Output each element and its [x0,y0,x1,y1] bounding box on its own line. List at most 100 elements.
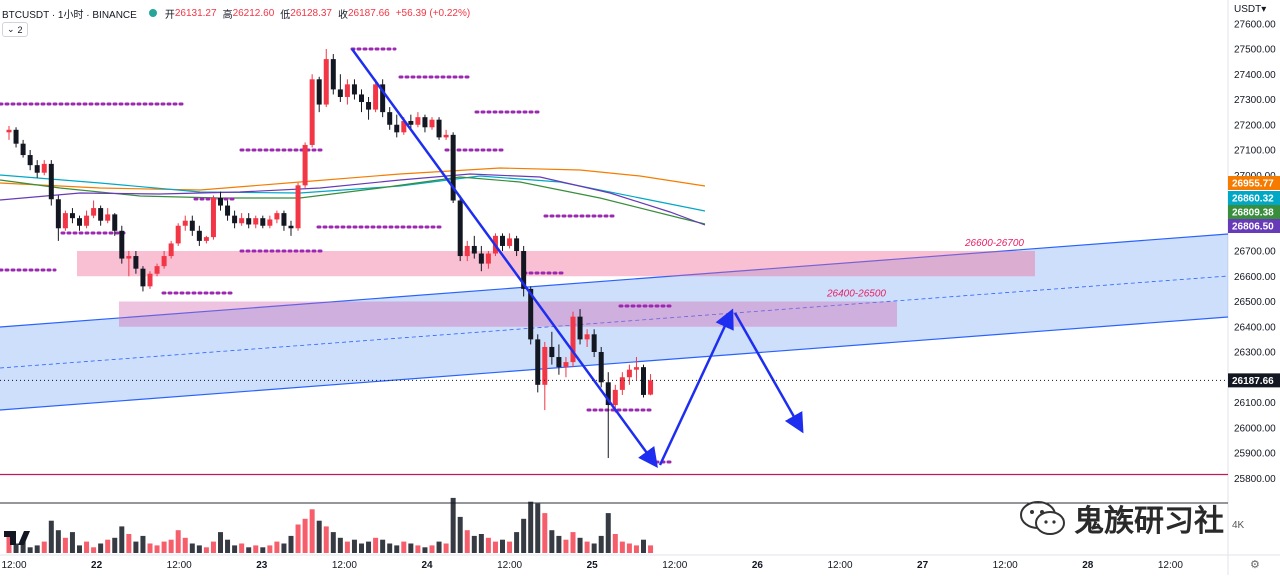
candle-body [478,253,484,264]
candle-body [27,155,33,166]
candle-body [84,215,90,226]
price-tick-label: 27600.00 [1234,19,1276,30]
channel-mid-line [0,275,1229,369]
volume-bar [147,543,153,553]
volume-bar [239,543,245,553]
settings-gear-icon[interactable]: ⚙ [1250,559,1260,571]
candle-body [13,129,19,144]
volume-group [6,497,654,553]
volume-bar [401,541,407,553]
indicator-count: 2 [17,24,23,35]
projection-arrow [733,312,804,434]
candle-body [203,237,209,241]
volume-bar [570,532,576,553]
candle-body [62,213,68,229]
price-badge [1228,205,1280,219]
candle-body [337,89,343,97]
price-badge [1228,373,1280,388]
symbol-legend: BTCUSDT · 1小时 · BINANCE 开 26131.27 高 262… [0,4,476,22]
candle-body [598,352,604,383]
volume-bar [549,530,555,553]
volume-bar [316,520,322,553]
volume-bar [154,545,160,553]
candle-body [77,218,82,226]
volume-bar [232,545,238,553]
time-tick-label: 28 [1082,560,1094,571]
candle-body [295,185,301,229]
volume-bar [302,518,308,553]
indicator-toggle[interactable]: ⌄ 2 [2,22,28,37]
volume-bar [6,532,12,553]
volume-bar [246,547,252,553]
volume-bar [619,541,625,553]
volume-bar [556,535,562,553]
volume-bar [485,537,491,553]
volume-bar [507,541,513,553]
time-tick-label: 12:00 [662,560,687,571]
time-tick-label: 27 [917,560,929,571]
time-tick-label: 23 [256,560,268,571]
volume-bar [119,526,125,553]
candle-body [302,144,308,186]
candle-body [619,377,625,390]
volume-bar [34,545,40,553]
volume-bar [189,543,195,553]
volume-bar [210,541,216,553]
volume-bar [140,535,146,553]
volume-bar [605,513,611,553]
candle-body [584,334,590,340]
chevron-down-icon: ⌄ [7,24,15,34]
candle-body [323,59,329,105]
price-tick-label: 26300.00 [1234,348,1276,359]
price-tick-label: 26000.00 [1234,423,1276,434]
candle-body [401,120,407,133]
low-label: 低 [280,9,291,21]
volume-bar [528,501,534,553]
candle-body [485,253,491,264]
watermark-text: 鬼族研习社 [1074,505,1224,538]
open-value: 26131.27 [174,7,217,19]
volume-bar [450,497,456,553]
high-label: 高 [222,9,233,21]
volume-bar [584,541,590,553]
currency-label: USDT [1234,4,1262,15]
volume-bar [267,545,273,553]
volume-bar [641,539,646,553]
volume-bar [429,545,435,553]
volume-bar [105,539,111,553]
moving-average-1 [0,167,706,191]
time-tick-label: 12:00 [993,560,1018,571]
currency-selector[interactable]: USDT▾ [1234,4,1266,15]
volume-bar [394,545,400,553]
volume-bar [598,535,604,553]
price-badge [1228,176,1280,190]
volume-bar [41,541,47,553]
candle-body [281,213,287,226]
volume-bar [443,543,449,553]
volume-bar [20,539,26,553]
price-badge [1228,219,1280,233]
volume-bar [563,539,569,553]
volume-bar [281,543,287,553]
volume-bar [591,543,597,553]
symbol-title[interactable]: BTCUSDT · 1小时 · BINANCE [2,9,137,21]
candle-body [577,316,583,340]
time-tick-label: 12:00 [1,560,26,571]
resistance-zone-lower [119,301,897,327]
candle-body [260,218,266,226]
candle-body [471,245,477,254]
volume-bar [492,541,498,553]
candle-body [535,339,541,385]
volume-bar [359,543,364,553]
volume-bar [91,547,97,553]
price-badge-label: 26806.50 [1232,222,1274,233]
candle-body [316,79,322,105]
candle-body [436,119,442,138]
candle-body [309,79,315,145]
candle-body [633,367,639,370]
candle-body [105,214,111,221]
volume-bar [366,541,372,553]
candle-body [239,218,245,224]
